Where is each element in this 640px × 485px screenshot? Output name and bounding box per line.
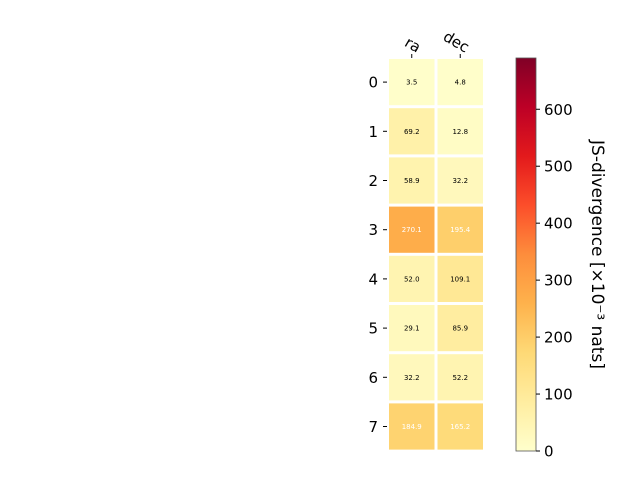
heatmap-cell	[437, 157, 483, 204]
colorbar-gradient	[515, 57, 537, 452]
cell-value-label: 12.8	[452, 128, 468, 136]
cell-value-label: 3.5	[406, 79, 417, 87]
column-label: ra	[402, 33, 424, 56]
heatmap-cells: 3.5 4.8 69.2 12.8 58.9 32.2 270.1 195.4 52.0 109.…	[389, 59, 483, 450]
cell-value-label: 165.2	[450, 423, 470, 431]
cell-value-label: 270.1	[402, 226, 422, 234]
row-labels: 0 1 2 3 4 5 6 7	[368, 74, 387, 436]
heatmap-cell	[437, 255, 483, 302]
heatmap-cell	[389, 403, 435, 450]
heatmap-cell	[389, 255, 435, 302]
colorbar-label: JS-divergence [×10⁻³ nats]	[587, 139, 607, 369]
row-label: 7	[368, 418, 378, 436]
cell-value-label: 109.1	[450, 275, 470, 283]
row-label: 4	[368, 270, 378, 288]
heatmap-cell	[389, 59, 435, 106]
colorbar-tick-label: 400	[544, 215, 573, 233]
cell-value-label: 4.8	[455, 79, 466, 87]
row-label: 1	[368, 123, 378, 141]
cell-value-label: 69.2	[404, 128, 420, 136]
colorbar-tick-label: 500	[544, 158, 573, 176]
cell-value-label: 85.9	[452, 325, 468, 333]
colorbar-tick-label: 300	[544, 272, 573, 290]
colorbar-tick-label: 100	[544, 386, 573, 404]
row-label: 0	[368, 74, 378, 92]
row-label: 3	[368, 221, 378, 239]
heatmap-cell	[437, 354, 483, 401]
cell-value-label: 32.2	[404, 374, 420, 382]
cell-value-label: 29.1	[404, 325, 420, 333]
row-label: 2	[368, 172, 378, 190]
heatmap-cell	[437, 305, 483, 352]
row-label: 5	[368, 320, 378, 338]
colorbar-tick-label: 0	[544, 443, 554, 461]
heatmap-cell	[437, 206, 483, 253]
cell-value-label: 52.2	[452, 374, 468, 382]
heatmap-cell	[389, 354, 435, 401]
heatmap-cell	[389, 206, 435, 253]
heatmap-cell	[437, 108, 483, 155]
row-label: 6	[368, 369, 378, 387]
heatmap-cell	[389, 108, 435, 155]
heatmap-cell	[389, 157, 435, 204]
heatmap-cell	[437, 403, 483, 450]
cell-value-label: 195.4	[450, 226, 471, 234]
cell-value-label: 52.0	[404, 275, 420, 283]
cell-value-label: 184.9	[402, 423, 422, 431]
column-label: dec	[440, 27, 472, 56]
colorbar-tick-label: 200	[544, 329, 573, 347]
heatmap-cell	[389, 305, 435, 352]
heatmap-cell	[437, 59, 483, 106]
colorbar-tick-label: 600	[544, 101, 573, 119]
colorbar: 0 100 200 300 400 500 600 JS-divergence [×10⁻³ …	[515, 57, 607, 461]
cell-value-label: 58.9	[404, 177, 420, 185]
cell-value-label: 32.2	[452, 177, 468, 185]
column-labels: ra dec	[402, 27, 472, 58]
